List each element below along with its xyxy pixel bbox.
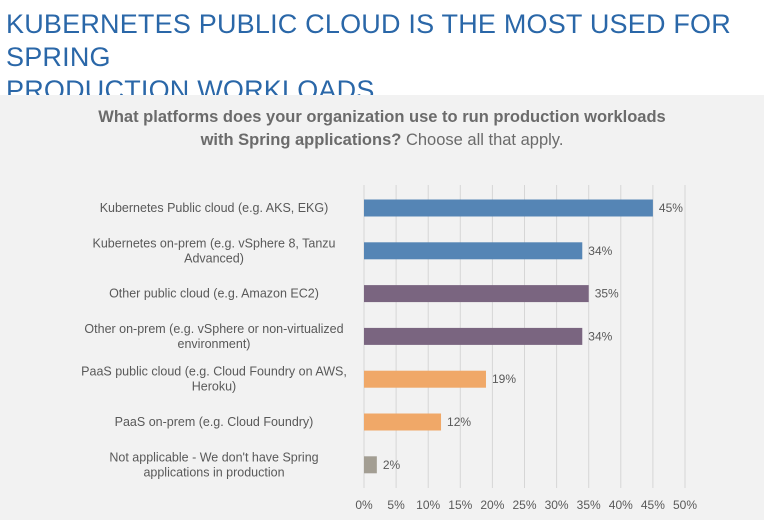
chart-title-bold-line-1: What platforms does your organization us… (98, 108, 666, 126)
bar (364, 285, 589, 303)
category-label-line: Kubernetes on-prem (e.g. vSphere 8, Tanz… (93, 236, 336, 250)
category-label-line: Other public cloud (e.g. Amazon EC2) (109, 287, 319, 301)
chart-title-instruction: Choose all that apply. (401, 131, 564, 149)
bar-value-label: 35% (595, 287, 619, 301)
category-label: Not applicable - We don't have Spring app… (109, 450, 318, 479)
category-label-line: Other on-prem (e.g. vSphere or non-virtu… (84, 322, 343, 336)
bar (364, 199, 653, 217)
category-label-line: Not applicable - We don't have Spring (109, 450, 318, 464)
x-tick-label: 10% (416, 498, 440, 512)
category-label-line: applications in production (143, 465, 284, 479)
x-tick-label: 30% (545, 498, 569, 512)
x-tick-label: 5% (387, 498, 405, 512)
category-label: Kubernetes on-prem (e.g. vSphere 8, Tanz… (93, 236, 336, 265)
category-label: PaaS public cloud (e.g. Cloud Foundry on… (81, 365, 347, 394)
chart-title-bold-line-2: with Spring applications? (200, 131, 402, 149)
category-label-line: Advanced) (184, 251, 244, 265)
category-label: Other on-prem (e.g. vSphere or non-virtu… (84, 322, 343, 351)
x-tick-label: 45% (641, 498, 665, 512)
bar-value-label: 34% (588, 329, 612, 343)
x-tick-label: 50% (673, 498, 697, 512)
bar (364, 327, 583, 345)
x-tick-label: 40% (609, 498, 633, 512)
category-label-line: environment) (178, 337, 251, 351)
category-label-line: PaaS public cloud (e.g. Cloud Foundry on… (81, 365, 347, 379)
slide-title-line-1: KUBERNETES PUBLIC CLOUD IS THE MOST USED… (6, 9, 731, 72)
bar (364, 242, 583, 260)
x-tick-label: 20% (480, 498, 504, 512)
bar (364, 456, 377, 474)
bar-value-label: 45% (659, 201, 683, 215)
category-label-line: Kubernetes Public cloud (e.g. AKS, EKG) (100, 201, 329, 215)
slide-title: KUBERNETES PUBLIC CLOUD IS THE MOST USED… (6, 8, 758, 107)
category-label-line: PaaS on-prem (e.g. Cloud Foundry) (115, 415, 314, 429)
category-label: PaaS on-prem (e.g. Cloud Foundry) (115, 415, 314, 429)
chart-panel (0, 95, 764, 520)
category-label-line: Heroku) (192, 380, 236, 394)
x-tick-label: 0% (355, 498, 373, 512)
bar (364, 413, 442, 431)
x-tick-label: 35% (577, 498, 601, 512)
bar-value-label: 12% (447, 415, 471, 429)
category-label: Other public cloud (e.g. Amazon EC2) (109, 287, 319, 301)
chart-title: What platforms does your organization us… (0, 106, 764, 152)
bar-value-label: 19% (492, 372, 516, 386)
bar (364, 370, 486, 388)
x-tick-label: 25% (512, 498, 536, 512)
category-label: Kubernetes Public cloud (e.g. AKS, EKG) (100, 201, 329, 215)
bar-value-label: 2% (383, 458, 401, 472)
x-tick-label: 15% (448, 498, 472, 512)
bar-value-label: 34% (588, 244, 612, 258)
